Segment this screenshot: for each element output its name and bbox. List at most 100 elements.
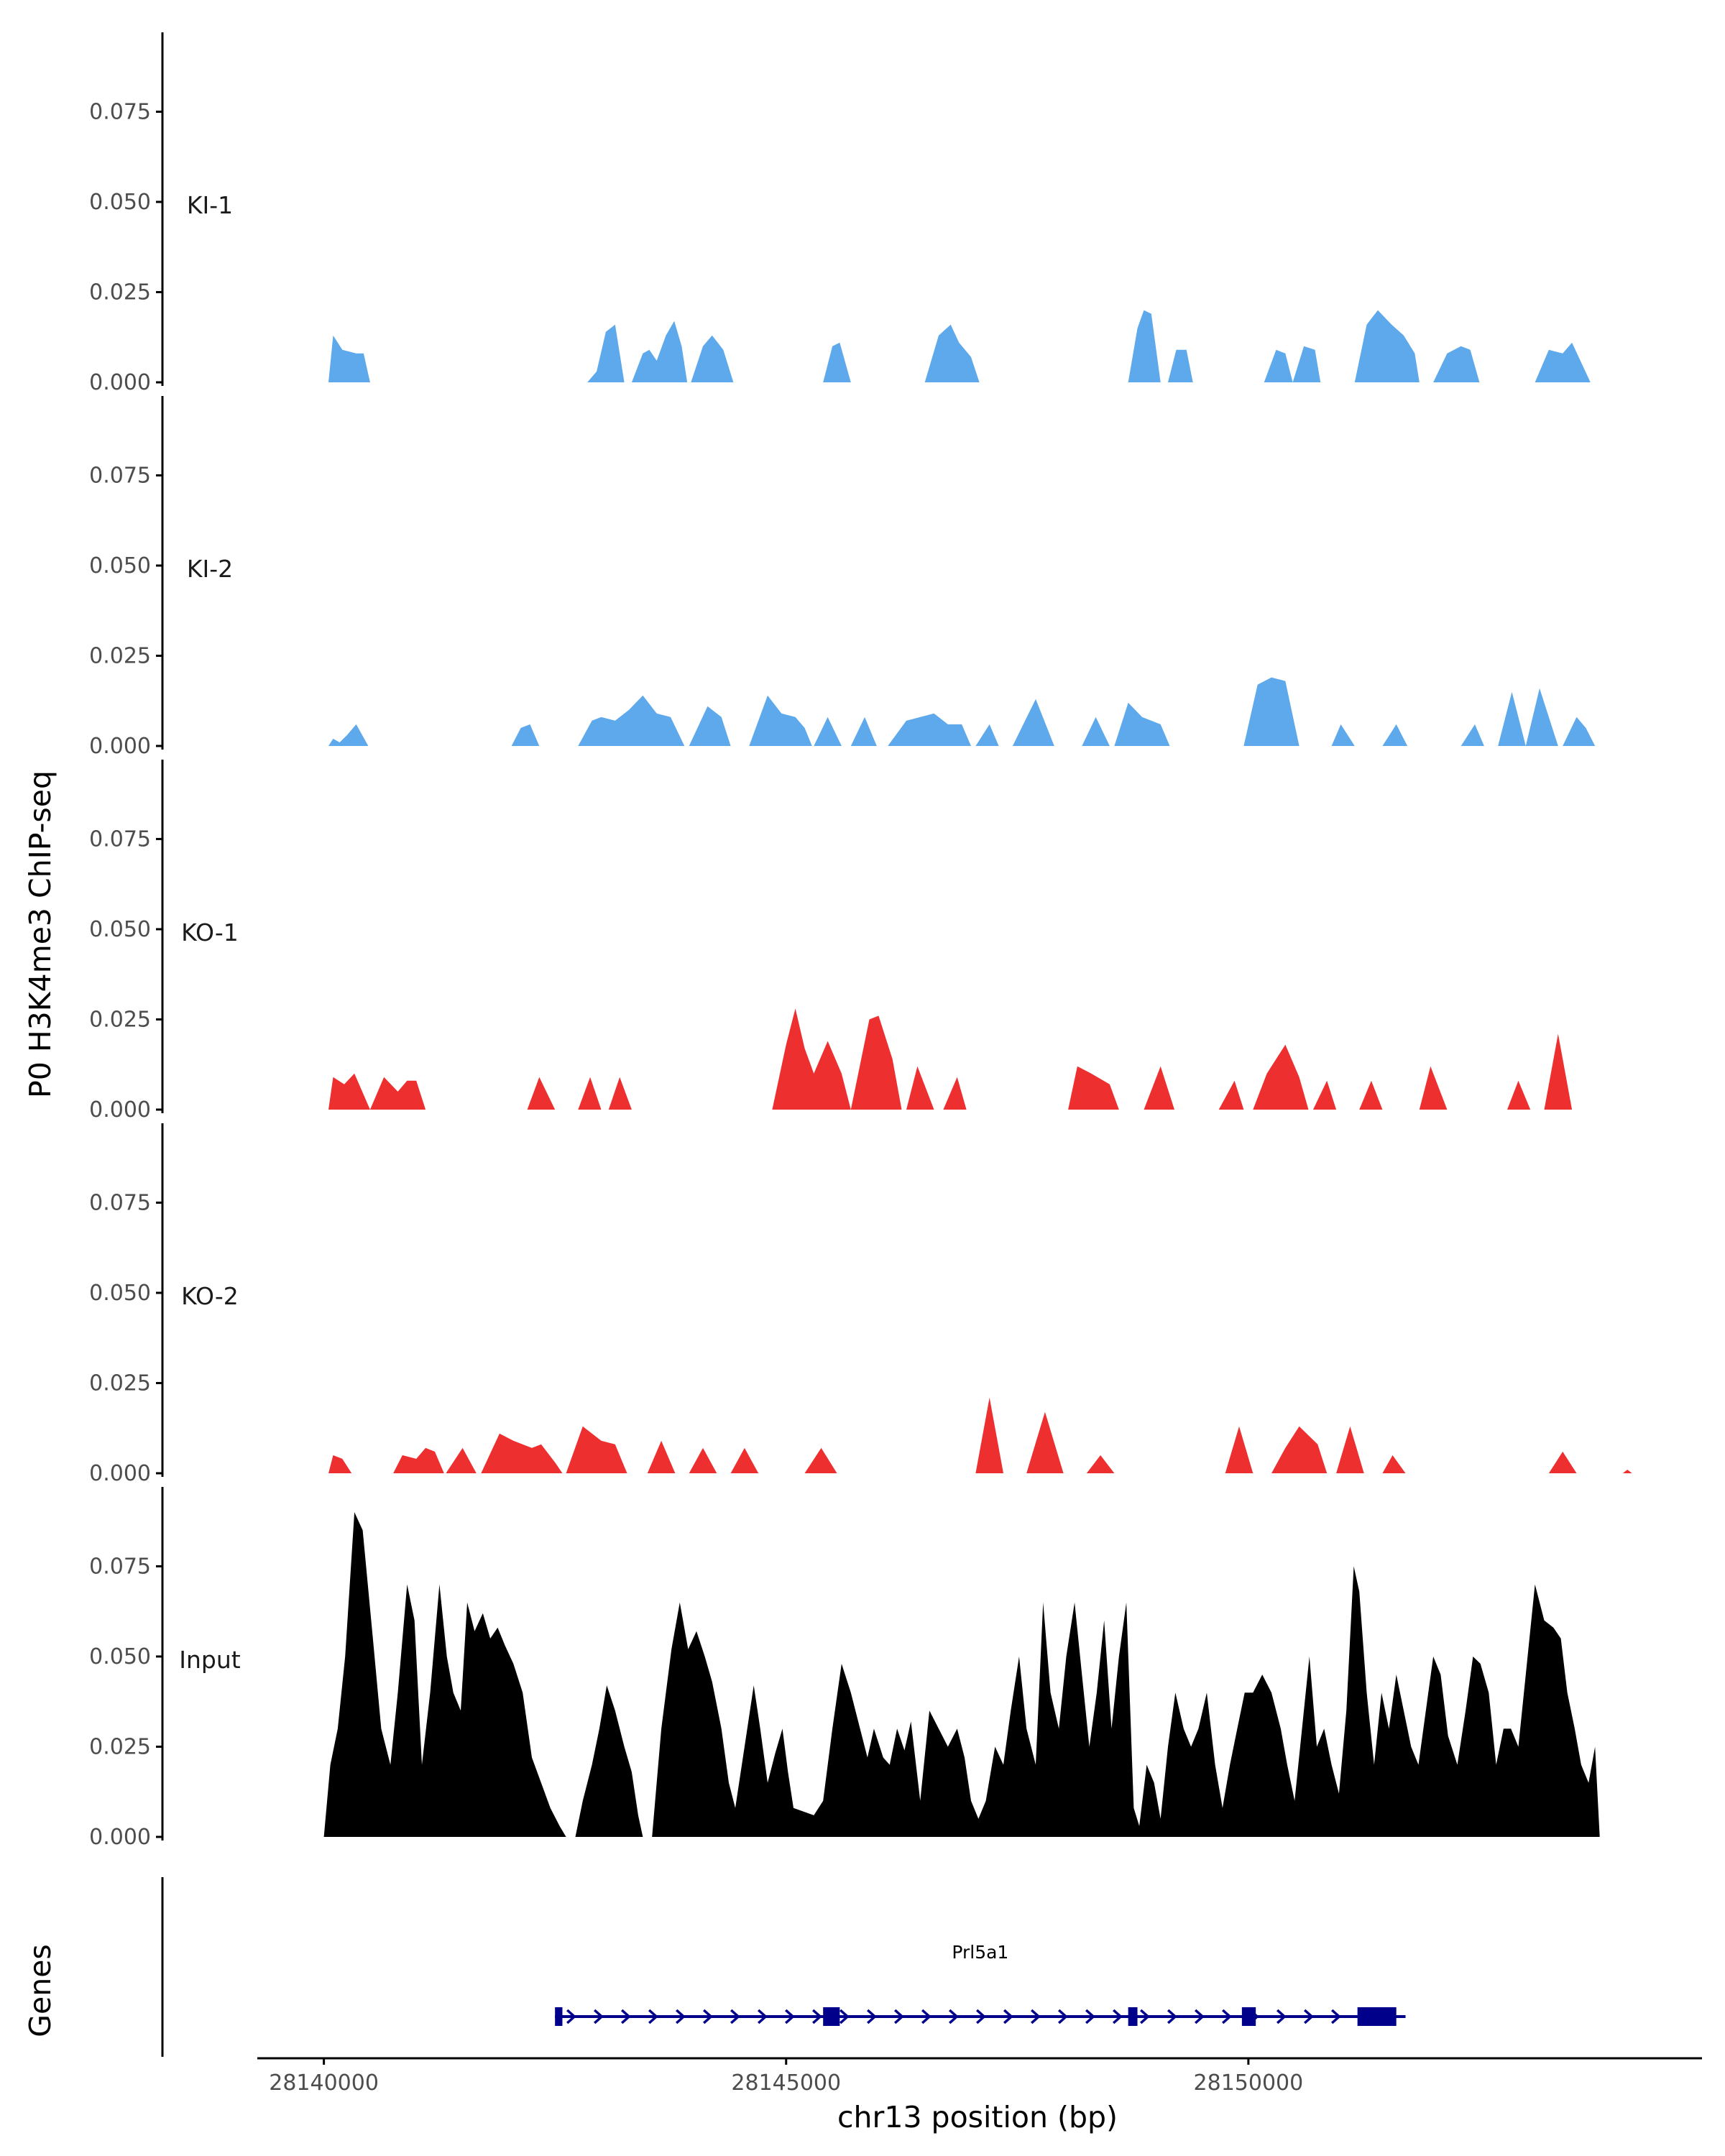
signal-peak [1548, 1451, 1577, 1473]
strand-arrow-icon [566, 2009, 576, 2024]
y-tick-label: 0.050 [89, 917, 151, 942]
signal-peak [328, 1455, 352, 1473]
signal-peak [691, 335, 734, 382]
signal-peak [749, 695, 812, 746]
y-tick-label: 0.000 [89, 1825, 151, 1850]
signal-peak [1331, 724, 1355, 746]
strand-arrow-icon [867, 2009, 877, 2024]
strand-arrow-icon [730, 2009, 740, 2024]
y-tick-label: 0.075 [89, 826, 151, 852]
strand-arrow-icon [1222, 2009, 1232, 2024]
signal-peak [481, 1433, 563, 1473]
signal-peak [1622, 1470, 1632, 1473]
signal-peak [1292, 346, 1321, 382]
signal-peak [587, 324, 625, 382]
signal-peak [804, 1447, 837, 1473]
signal-peak [1460, 724, 1484, 746]
signal-peak [1168, 349, 1193, 382]
signal-peak [1359, 1080, 1383, 1110]
y-tick-label: 0.075 [89, 463, 151, 488]
signal-peak [446, 1447, 477, 1473]
signal-peak [369, 1077, 426, 1110]
strand-arrow-icon [921, 2009, 932, 2024]
gene-exon [1128, 2007, 1138, 2026]
signal-peak [1354, 310, 1420, 382]
y-tick-label: 0.050 [89, 1281, 151, 1306]
signal-peak [1563, 717, 1596, 746]
signal-peak [1419, 1066, 1448, 1110]
signal-peak [527, 1077, 556, 1110]
gene-exon [1357, 2007, 1397, 2026]
signal-peak [1271, 1426, 1328, 1473]
strand-arrow-icon [894, 2009, 904, 2024]
signal-peak [1243, 677, 1300, 746]
signal-peak [689, 1447, 717, 1473]
signal-peak [814, 717, 842, 746]
track-label: KI-2 [187, 555, 233, 583]
y-tick-label: 0.025 [89, 1734, 151, 1759]
strand-arrow-icon [1276, 2009, 1287, 2024]
signal-peak [1068, 1066, 1119, 1110]
gene-exon [1241, 2007, 1256, 2026]
y-tick-label: 0.075 [89, 1190, 151, 1215]
strand-arrow-icon [676, 2009, 686, 2024]
signal-peak [393, 1447, 444, 1473]
signal-peak [975, 1397, 1003, 1473]
signal-peak [328, 335, 370, 382]
signal-peak [823, 342, 851, 382]
x-axis: 28140000 28145000 28150000 [257, 2057, 1702, 2096]
y-axis-title: P0 H3K4me3 ChIP-seq [23, 770, 58, 1098]
signal-peak [689, 706, 731, 746]
signal-peak [772, 1008, 851, 1110]
signal-peak [1507, 1080, 1531, 1110]
strand-arrow-icon [1113, 2009, 1123, 2024]
strand-arrow-icon [840, 2009, 850, 2024]
strand-arrow-icon [812, 2009, 822, 2024]
signal-peak [888, 713, 971, 746]
track-label: KO-1 [181, 918, 239, 946]
strand-arrow-icon [1167, 2009, 1177, 2024]
signal-peak [1253, 1044, 1309, 1110]
strand-arrow-icon [594, 2009, 604, 2024]
signal-peak [328, 1073, 370, 1110]
strand-arrow-icon [621, 2009, 631, 2024]
strand-arrow-icon [1031, 2009, 1041, 2024]
track-label: KI-1 [187, 191, 233, 219]
signal-peak [647, 1440, 676, 1473]
tracks-layer: 0.000 0.025 0.050 0.075 KI-1 0.000 0.025 0.050 0… [89, 32, 1632, 1850]
signal-peak [328, 724, 369, 746]
signal-peak [850, 717, 877, 746]
signal-peak [924, 324, 980, 382]
track-ki-2: 0.000 0.025 0.050 0.075 KI-2 [89, 396, 1596, 759]
signal-peak [652, 1566, 1600, 1837]
track-ko-2: 0.000 0.025 0.050 0.075 KO-2 [89, 1123, 1632, 1486]
signal-peak [1144, 1066, 1174, 1110]
y-tick-label: 0.025 [89, 1007, 151, 1032]
signal-peak [1086, 1455, 1115, 1473]
y-tick-label: 0.000 [89, 734, 151, 759]
signal-peak [323, 1512, 566, 1837]
signal-peak [1498, 691, 1526, 746]
signal-peak [1026, 1411, 1064, 1473]
track-label: KO-2 [181, 1282, 239, 1310]
y-tick-label: 0.050 [89, 190, 151, 215]
strand-arrow-icon [1140, 2009, 1150, 2024]
signal-peak [975, 724, 999, 746]
signal-peak [1336, 1426, 1364, 1473]
signal-peak [1544, 1033, 1573, 1110]
genes-track: Prl5a1 [161, 1877, 1406, 2057]
strand-arrow-icon [648, 2009, 658, 2024]
signal-peak [1225, 1426, 1254, 1473]
y-tick-label: 0.000 [89, 1097, 151, 1123]
strand-arrow-icon [1331, 2009, 1341, 2024]
gene-exon [555, 2007, 563, 2026]
y-tick-label: 0.025 [89, 643, 151, 668]
y-tick-label: 0.025 [89, 280, 151, 305]
signal-peak [730, 1447, 759, 1473]
strand-arrow-icon [758, 2009, 768, 2024]
x-tick-label: 28140000 [269, 2070, 379, 2096]
strand-arrow-icon [1058, 2009, 1068, 2024]
strand-arrow-icon [1195, 2009, 1205, 2024]
strand-arrow-icon [1304, 2009, 1314, 2024]
